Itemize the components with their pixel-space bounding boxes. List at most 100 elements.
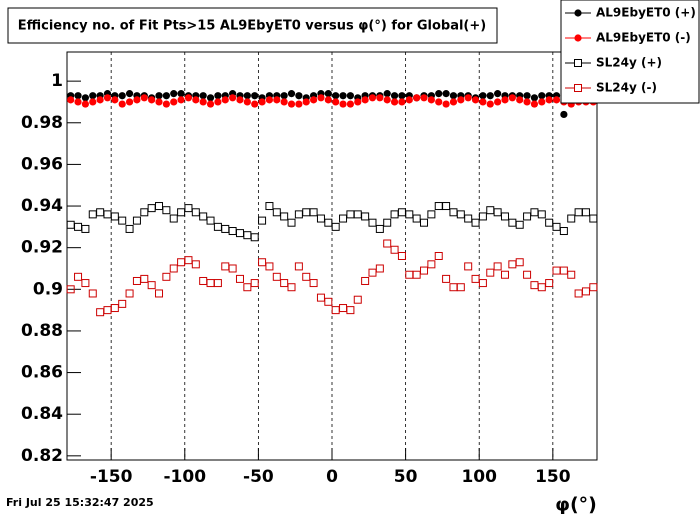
point <box>118 92 126 100</box>
point <box>184 94 193 102</box>
point <box>295 92 303 100</box>
point <box>177 208 186 217</box>
point <box>66 285 75 294</box>
point <box>89 92 97 100</box>
point <box>390 92 399 100</box>
point <box>376 94 384 102</box>
point <box>243 283 252 292</box>
point <box>316 214 325 223</box>
point <box>449 98 458 106</box>
point <box>398 92 406 100</box>
y-tick-label: 0.88 <box>21 321 63 341</box>
point <box>471 96 480 104</box>
point <box>96 96 104 104</box>
point <box>390 245 399 254</box>
point <box>162 206 171 215</box>
point <box>412 270 421 279</box>
point <box>537 210 546 219</box>
point <box>280 92 288 100</box>
point <box>258 216 267 225</box>
point <box>287 90 296 98</box>
point <box>324 297 333 306</box>
point <box>479 92 487 100</box>
point <box>125 289 134 298</box>
point <box>464 214 473 223</box>
point <box>331 222 340 231</box>
point <box>456 283 465 292</box>
point <box>397 252 406 260</box>
point <box>309 279 318 288</box>
point <box>368 94 377 102</box>
point <box>500 270 509 279</box>
y-tick-label: 0.92 <box>21 238 63 258</box>
point <box>251 92 259 100</box>
point <box>339 214 348 223</box>
point <box>515 258 524 267</box>
point <box>243 92 251 100</box>
point <box>162 92 170 100</box>
point <box>324 90 332 98</box>
point <box>442 274 451 283</box>
point <box>332 92 340 100</box>
point <box>581 287 590 296</box>
point <box>523 270 532 279</box>
point <box>213 279 222 288</box>
point <box>74 272 83 281</box>
point <box>523 212 532 221</box>
y-tick-label: 0.94 <box>21 196 63 216</box>
x-axis-label: φ(°) <box>555 494 597 514</box>
y-tick-label: 0.86 <box>21 363 63 383</box>
point <box>589 214 598 223</box>
point <box>442 90 450 98</box>
point <box>405 210 414 219</box>
point <box>500 212 509 221</box>
point <box>206 94 215 102</box>
point <box>508 94 516 102</box>
point <box>280 279 289 288</box>
point <box>486 92 494 100</box>
x-tick-label: 100 <box>461 467 497 487</box>
point <box>346 92 355 100</box>
point <box>538 98 546 106</box>
point <box>478 212 487 221</box>
point <box>132 216 141 225</box>
point <box>486 100 494 108</box>
point <box>81 100 90 108</box>
point <box>471 218 480 227</box>
point <box>162 100 170 108</box>
point <box>169 264 178 273</box>
point <box>287 218 296 227</box>
point <box>214 92 222 100</box>
point <box>552 96 561 104</box>
point <box>235 274 244 283</box>
point <box>494 98 502 106</box>
point <box>287 283 296 292</box>
point <box>324 218 333 227</box>
point <box>258 258 267 267</box>
point <box>88 289 97 298</box>
legend-marker <box>574 9 582 17</box>
point <box>530 94 539 102</box>
point <box>155 289 164 298</box>
point <box>435 98 443 106</box>
point <box>81 94 90 102</box>
point <box>265 96 274 104</box>
point <box>133 96 141 104</box>
point <box>449 92 458 100</box>
point <box>250 233 259 242</box>
point <box>560 110 568 119</box>
point <box>140 208 149 217</box>
point <box>317 94 325 102</box>
point <box>523 92 531 100</box>
point <box>125 98 134 106</box>
point <box>118 299 127 308</box>
point <box>214 98 222 106</box>
point <box>420 94 428 102</box>
point <box>155 202 164 211</box>
y-tick-label: 0.82 <box>21 446 63 466</box>
point <box>471 274 480 283</box>
point <box>184 256 193 265</box>
point <box>346 100 355 108</box>
point <box>170 98 178 106</box>
point <box>537 283 546 292</box>
